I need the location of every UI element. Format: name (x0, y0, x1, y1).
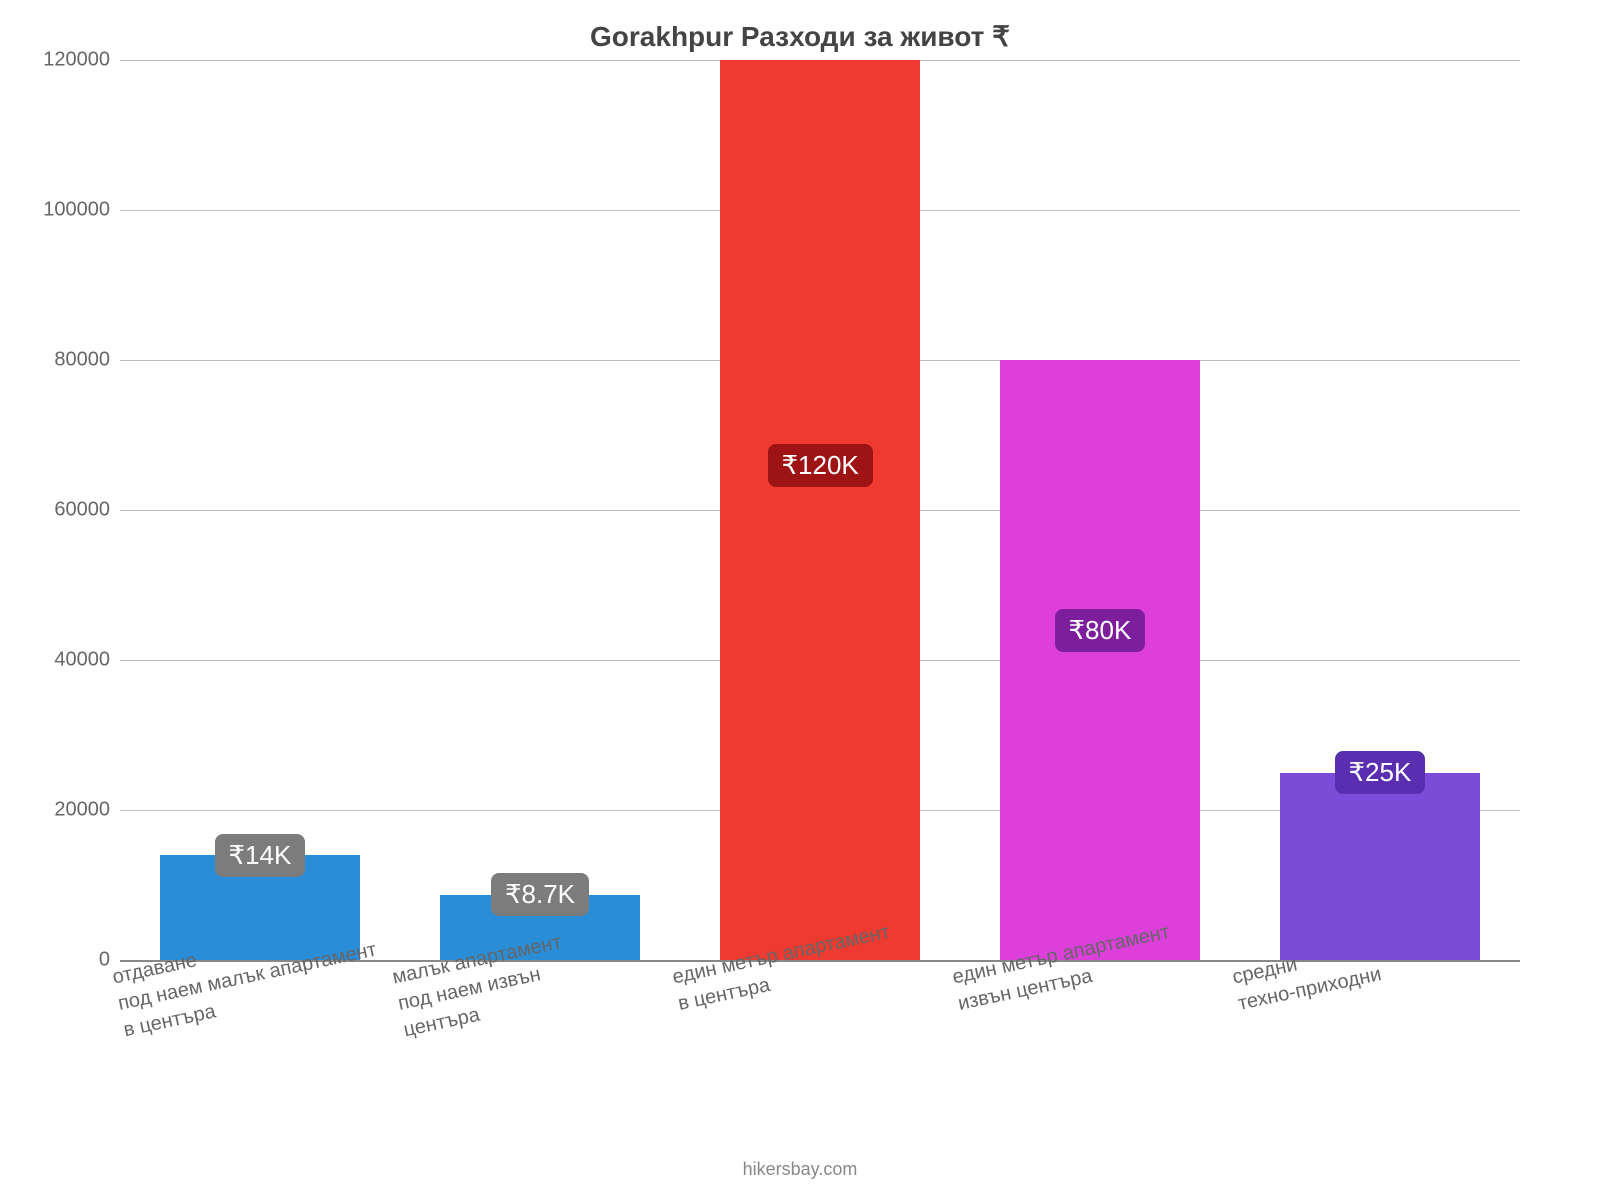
bar (720, 60, 920, 960)
y-tick-label: 60000 (54, 499, 110, 522)
plot-area: ₹14K ₹8.7K ₹120K ₹80K ₹25K (120, 60, 1520, 960)
bar (1000, 360, 1200, 960)
value-badge: ₹80K (1055, 609, 1146, 652)
value-badge: ₹14K (215, 834, 306, 877)
y-tick-label: 20000 (54, 799, 110, 822)
bar (1280, 773, 1480, 961)
value-badge: ₹8.7K (491, 873, 589, 916)
value-badge: ₹25K (1335, 751, 1426, 794)
cost-of-living-chart: Gorakhpur Разходи за живот ₹ 0 20000 40000… (0, 0, 1600, 1200)
x-axis: отдаване под наем малък апартамент в цен… (120, 965, 1520, 1145)
y-tick-label: 80000 (54, 349, 110, 372)
attribution-text: hikersbay.com (0, 1159, 1600, 1180)
value-badge: ₹120K (768, 444, 873, 487)
y-tick-label: 120000 (43, 49, 110, 72)
y-tick-label: 100000 (43, 199, 110, 222)
chart-title: Gorakhpur Разходи за живот ₹ (0, 20, 1600, 53)
y-tick-label: 40000 (54, 649, 110, 672)
y-axis: 020000400006000080000100000120000 (0, 60, 120, 960)
y-tick-label: 0 (99, 949, 110, 972)
